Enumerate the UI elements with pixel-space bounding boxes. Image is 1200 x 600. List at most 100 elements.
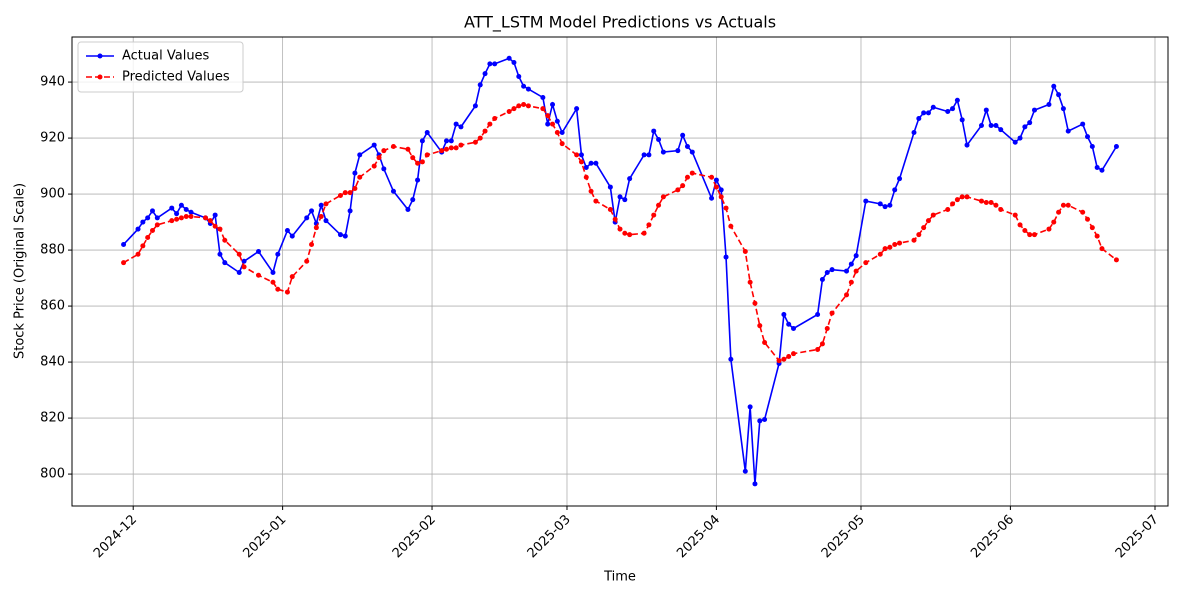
data-point — [149, 208, 155, 214]
data-point — [525, 103, 531, 109]
data-point — [1022, 227, 1028, 233]
data-point — [525, 86, 531, 92]
data-point — [1046, 101, 1052, 107]
data-point — [256, 248, 262, 254]
data-point — [627, 176, 633, 182]
data-point — [1094, 233, 1100, 239]
data-point — [492, 61, 498, 67]
data-point — [135, 251, 141, 257]
data-point — [241, 264, 247, 270]
data-point — [959, 117, 965, 123]
data-point — [1080, 121, 1086, 127]
data-point — [950, 106, 956, 112]
data-point — [236, 269, 242, 275]
data-point — [352, 185, 358, 191]
data-point — [443, 146, 449, 152]
y-tick-label: 880 — [40, 243, 65, 258]
data-point — [318, 202, 324, 208]
data-point — [419, 138, 425, 144]
data-point — [993, 202, 999, 208]
data-point — [675, 148, 681, 154]
data-point — [916, 232, 922, 238]
data-point — [689, 149, 695, 155]
data-point — [921, 110, 927, 116]
data-point — [752, 481, 758, 487]
data-point — [381, 148, 387, 154]
legend: Actual Values Predicted Values — [77, 41, 244, 93]
data-point — [121, 260, 127, 266]
data-point — [390, 143, 396, 149]
data-point — [574, 152, 580, 158]
data-point — [588, 160, 594, 166]
data-point — [791, 325, 797, 331]
y-tick-label: 860 — [40, 299, 65, 314]
data-point — [877, 201, 883, 207]
data-point — [482, 128, 488, 134]
data-point — [844, 268, 850, 274]
data-point — [318, 213, 324, 219]
data-point — [458, 124, 464, 130]
data-point — [178, 202, 184, 208]
data-point — [415, 160, 421, 166]
data-point — [1031, 232, 1037, 238]
data-point — [217, 251, 223, 257]
data-point — [1017, 135, 1023, 141]
data-point — [887, 202, 893, 208]
data-point — [978, 122, 984, 128]
data-point — [183, 206, 189, 212]
data-point — [270, 269, 276, 275]
data-point — [1099, 167, 1105, 173]
data-point — [622, 230, 628, 236]
data-point — [791, 351, 797, 357]
data-point — [709, 195, 715, 201]
data-point — [241, 258, 247, 264]
data-point — [1027, 120, 1033, 126]
data-point — [1012, 212, 1018, 218]
data-point — [853, 253, 859, 259]
data-point — [342, 190, 348, 196]
data-point — [641, 152, 647, 158]
data-point — [236, 251, 242, 257]
data-point — [863, 260, 869, 266]
data-point — [1065, 128, 1071, 134]
data-point — [622, 197, 628, 203]
data-point — [174, 216, 180, 222]
data-point — [617, 194, 623, 200]
data-point — [487, 121, 493, 127]
data-point — [304, 215, 310, 221]
data-point — [405, 206, 411, 212]
data-point — [988, 199, 994, 205]
data-point — [742, 468, 748, 474]
data-point — [415, 177, 421, 183]
data-point — [323, 218, 329, 224]
data-point — [410, 197, 416, 203]
data-point — [723, 205, 729, 211]
data-point — [757, 418, 763, 424]
data-point — [762, 416, 768, 422]
data-point — [140, 243, 146, 249]
data-point — [309, 208, 315, 214]
data-point — [950, 201, 956, 207]
data-point — [559, 129, 565, 135]
data-point — [347, 190, 353, 196]
data-point — [405, 146, 411, 152]
data-point — [848, 261, 854, 267]
data-point — [689, 170, 695, 176]
data-point — [718, 187, 724, 193]
data-point — [988, 122, 994, 128]
legend-label: Actual Values — [122, 49, 210, 64]
data-point — [521, 83, 527, 89]
data-point — [304, 258, 310, 264]
data-point — [844, 292, 850, 298]
data-point — [646, 222, 652, 228]
data-point — [554, 118, 560, 124]
data-point — [593, 160, 599, 166]
data-point — [275, 251, 281, 257]
y-tick-label: 920 — [40, 131, 65, 146]
data-point — [284, 227, 290, 233]
data-point — [892, 187, 898, 193]
data-point — [453, 121, 459, 127]
data-point — [183, 213, 189, 219]
data-point — [877, 251, 883, 257]
